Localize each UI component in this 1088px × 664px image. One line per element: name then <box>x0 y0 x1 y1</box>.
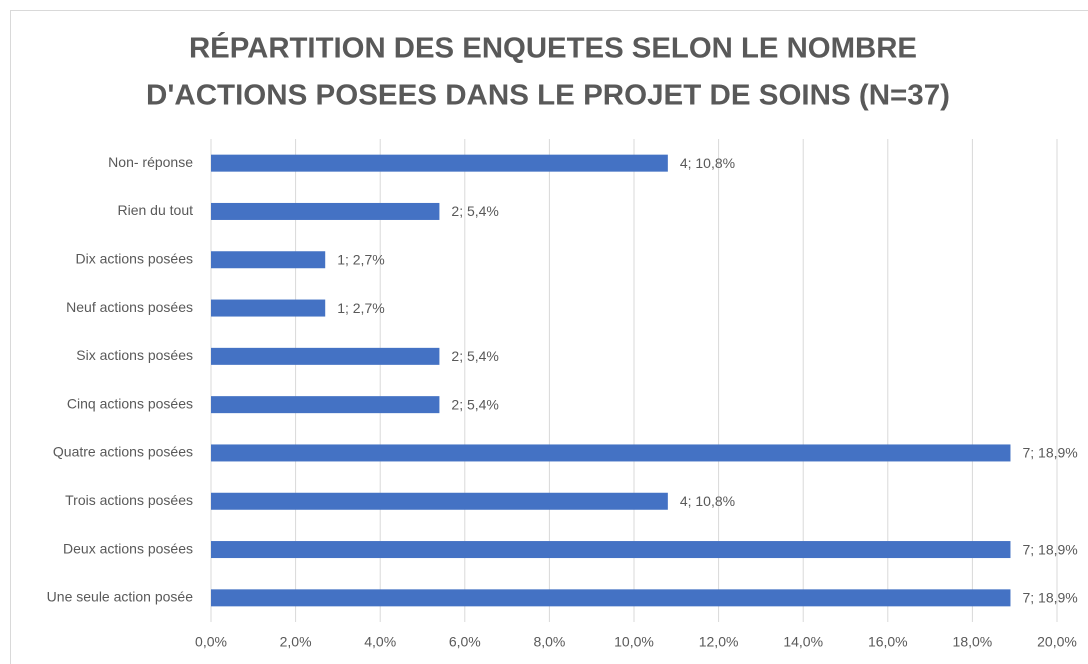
data-label: 7; 18,9% <box>1022 541 1077 557</box>
x-tick-label: 10,0% <box>614 634 654 650</box>
x-tick-label: 20,0% <box>1037 634 1077 650</box>
chart-title: RÉPARTITION DES ENQUETES SELON LE NOMBRE <box>189 31 917 65</box>
y-tick-label: Cinq actions posées <box>67 395 193 411</box>
bar <box>211 444 1011 462</box>
x-tick-label: 18,0% <box>953 634 993 650</box>
data-label: 7; 18,9% <box>1022 445 1077 461</box>
y-tick-label: Neuf actions posées <box>66 299 193 315</box>
data-label: 7; 18,9% <box>1022 590 1077 606</box>
y-tick-label: Rien du tout <box>118 202 194 218</box>
bar <box>211 396 440 414</box>
data-label: 1; 2,7% <box>337 251 384 267</box>
bar <box>211 347 440 365</box>
y-tick-label: Deux actions posées <box>63 540 193 556</box>
bar <box>211 492 668 510</box>
y-tick-label: Une seule action posée <box>47 589 194 605</box>
x-tick-label: 14,0% <box>783 634 823 650</box>
x-tick-label: 6,0% <box>449 634 481 650</box>
x-tick-label: 4,0% <box>364 634 396 650</box>
data-label: 2; 5,4% <box>451 396 498 412</box>
data-label: 4; 10,8% <box>680 493 735 509</box>
data-label: 4; 10,8% <box>680 155 735 171</box>
bar <box>211 541 1011 559</box>
bar <box>211 202 440 220</box>
x-tick-label: 16,0% <box>868 634 908 650</box>
y-tick-label: Six actions posées <box>76 347 193 363</box>
y-tick-label: Trois actions posées <box>65 492 193 508</box>
x-tick-label: 0,0% <box>195 634 227 650</box>
y-tick-label: Non- réponse <box>108 154 193 170</box>
y-tick-label: Quatre actions posées <box>53 444 193 460</box>
x-tick-label: 2,0% <box>280 634 312 650</box>
data-label: 2; 5,4% <box>451 203 498 219</box>
chart-title: D'ACTIONS POSEES DANS LE PROJET DE SOINS… <box>146 80 950 112</box>
x-tick-label: 12,0% <box>699 634 739 650</box>
bar <box>211 589 1011 607</box>
bar <box>211 154 668 172</box>
x-tick-label: 8,0% <box>533 634 565 650</box>
bar <box>211 299 326 317</box>
data-label: 2; 5,4% <box>451 348 498 364</box>
bar <box>211 251 326 269</box>
data-label: 1; 2,7% <box>337 300 384 316</box>
y-tick-label: Dix actions posées <box>75 250 193 266</box>
